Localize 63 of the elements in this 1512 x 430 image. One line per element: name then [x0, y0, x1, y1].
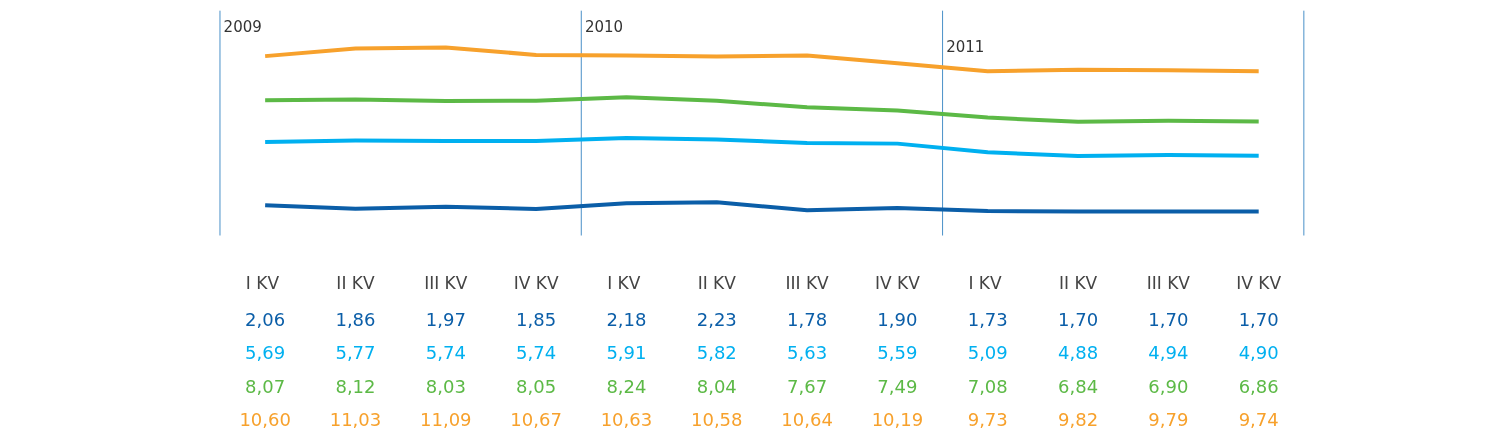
data-label: 5,74	[516, 342, 557, 363]
data-label: 8,05	[516, 376, 557, 397]
data-label: 1,90	[877, 309, 918, 330]
data-label: 1,73	[967, 309, 1008, 330]
x-tick-label: IV KV	[874, 272, 921, 293]
x-tick-label: I KV	[245, 272, 280, 293]
data-label: 10,67	[510, 409, 562, 430]
data-label: 5,82	[696, 342, 737, 363]
data-label: 4,90	[1238, 342, 1279, 363]
data-label: 1,70	[1238, 309, 1279, 330]
x-tick-label: IV KV	[513, 272, 559, 293]
data-label: 10,63	[600, 409, 653, 430]
data-label: 1,85	[516, 309, 557, 330]
x-tick-label: III KV	[1146, 272, 1191, 293]
data-label: 7,49	[877, 376, 918, 397]
data-label: 2,23	[696, 309, 737, 330]
data-label: 2,18	[606, 309, 647, 330]
data-label: 9,79	[1148, 409, 1189, 430]
data-label: 10,60	[239, 409, 291, 430]
data-label: 1,86	[335, 309, 376, 330]
text: 2010	[584, 17, 624, 36]
text: 2009	[223, 17, 262, 36]
data-label: 1,97	[425, 309, 466, 330]
annotation: 2011	[946, 37, 985, 56]
data-label: 11,09	[420, 409, 472, 430]
data-label: 6,86	[1238, 376, 1279, 397]
data-label: 1,70	[1148, 309, 1189, 330]
x-tick-label: I KV	[607, 272, 641, 293]
data-label: 5,69	[245, 342, 286, 363]
data-label: 10,58	[690, 409, 743, 430]
data-label: 6,90	[1148, 376, 1189, 397]
data-label: 8,04	[696, 376, 737, 397]
data-label: 9,73	[967, 409, 1008, 430]
data-label: 8,12	[335, 376, 376, 397]
data-label: 1,70	[1058, 309, 1099, 330]
data-label: 4,88	[1058, 342, 1099, 363]
x-tick-label: II KV	[336, 272, 375, 293]
x-tick-label: II KV	[697, 272, 737, 293]
data-label: 5,77	[335, 342, 376, 363]
data-label: 5,63	[787, 342, 828, 363]
x-tick-label: III KV	[424, 272, 468, 293]
data-label: 4,94	[1148, 342, 1189, 363]
data-label: 7,08	[967, 376, 1008, 397]
data-label: 9,82	[1058, 409, 1099, 430]
data-label: 7,67	[787, 376, 828, 397]
data-label: 9,74	[1238, 409, 1279, 430]
data-label: 5,74	[425, 342, 466, 363]
data-label: 1,78	[787, 309, 828, 330]
data-label: 5,09	[967, 342, 1008, 363]
data-label: 10,64	[781, 409, 833, 430]
data-label: 10,19	[871, 409, 924, 430]
x-tick-label: III KV	[785, 272, 830, 293]
data-label: 2,06	[245, 309, 286, 330]
data-label: 5,91	[606, 342, 647, 363]
x-tick-label: I KV	[968, 272, 1002, 293]
x-tick-label: II KV	[1058, 272, 1098, 293]
data-label: 8,03	[425, 376, 466, 397]
data-label: 6,84	[1058, 376, 1099, 397]
data-label: 8,07	[245, 376, 286, 397]
data-label: 8,24	[606, 376, 647, 397]
data-label: 11,03	[329, 409, 382, 430]
x-tick-label: IV KV	[1236, 272, 1282, 293]
data-label: 5,59	[877, 342, 918, 363]
